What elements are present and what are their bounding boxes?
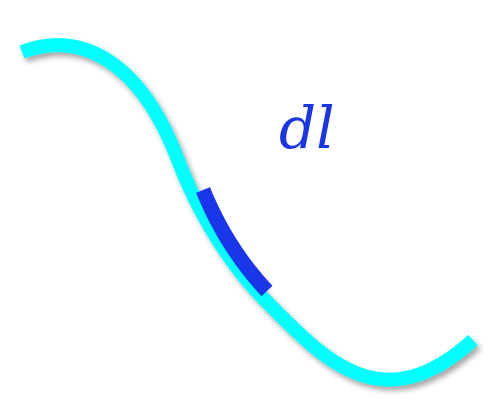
path-curve bbox=[19, 38, 478, 387]
line-element-label: dl bbox=[279, 94, 335, 162]
line-element-segment bbox=[196, 187, 273, 297]
